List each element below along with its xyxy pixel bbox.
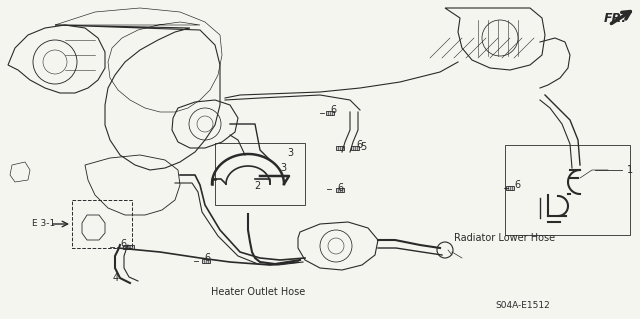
Bar bbox=[351, 145, 359, 150]
Text: FR.: FR. bbox=[604, 11, 627, 25]
Text: 1: 1 bbox=[627, 165, 633, 175]
Bar bbox=[336, 145, 344, 150]
Bar bbox=[215, 143, 305, 205]
Text: 6: 6 bbox=[356, 140, 362, 150]
Text: 3: 3 bbox=[287, 148, 293, 158]
Bar bbox=[123, 245, 131, 249]
Text: 5: 5 bbox=[360, 142, 366, 152]
Text: E 3-1: E 3-1 bbox=[32, 219, 55, 228]
Bar bbox=[326, 111, 334, 115]
Bar bbox=[202, 259, 210, 263]
Text: 4: 4 bbox=[113, 273, 119, 283]
Bar bbox=[72, 200, 132, 248]
Text: 6: 6 bbox=[514, 180, 520, 190]
Text: 6: 6 bbox=[330, 105, 336, 115]
Text: 2: 2 bbox=[254, 181, 260, 191]
Text: Heater Outlet Hose: Heater Outlet Hose bbox=[211, 287, 305, 297]
Text: 6: 6 bbox=[204, 253, 210, 263]
Text: Radiator Lower Hose: Radiator Lower Hose bbox=[454, 233, 555, 243]
Bar bbox=[506, 186, 514, 190]
Text: 6: 6 bbox=[337, 183, 343, 193]
Bar bbox=[505, 145, 630, 235]
Text: 3: 3 bbox=[280, 163, 286, 173]
Text: 6: 6 bbox=[120, 239, 126, 249]
Bar bbox=[336, 188, 344, 192]
Text: S04A-E1512: S04A-E1512 bbox=[495, 300, 550, 309]
Bar bbox=[126, 245, 134, 249]
